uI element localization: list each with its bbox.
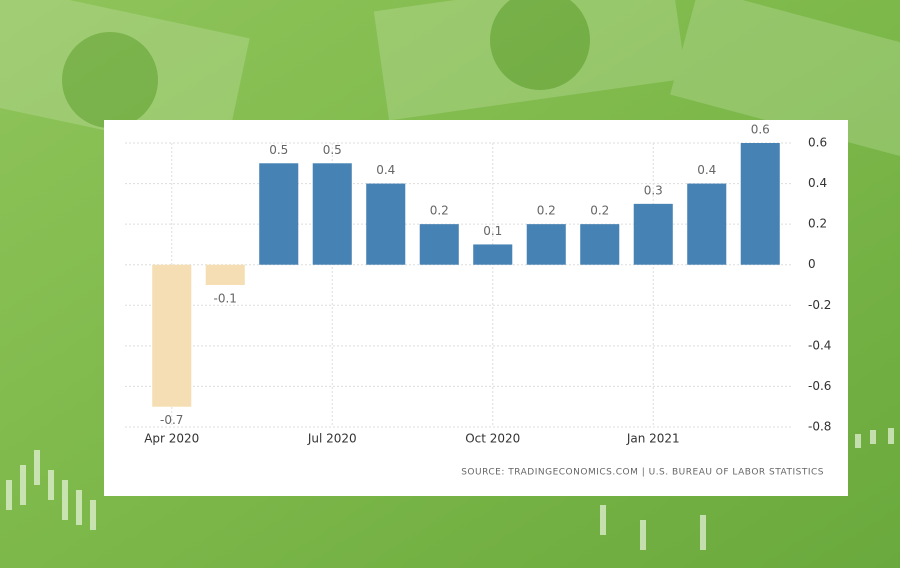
data-label: 0.2	[430, 204, 449, 218]
y-tick-label: -0.6	[808, 379, 831, 393]
y-tick-label: 0.6	[808, 136, 827, 150]
bar	[312, 163, 352, 265]
data-label: 0.5	[269, 143, 288, 157]
bar	[687, 183, 727, 265]
bar	[259, 163, 299, 265]
y-tick-label: -0.8	[808, 420, 831, 434]
y-tick-label: 0	[808, 257, 816, 271]
data-label: -0.1	[214, 292, 237, 306]
y-tick-label: -0.2	[808, 298, 831, 312]
data-label: 0.3	[644, 183, 663, 197]
background-candles	[6, 428, 894, 550]
chart-panel	[104, 120, 848, 496]
bar	[419, 224, 459, 265]
bar	[473, 244, 513, 265]
data-label: 0.2	[590, 204, 609, 218]
y-tick-label: 0.2	[808, 217, 827, 231]
x-tick-label: Oct 2020	[465, 432, 520, 446]
y-tick-label: -0.4	[808, 338, 831, 352]
data-label: 0.6	[751, 123, 770, 137]
x-tick-label: Apr 2020	[144, 432, 199, 446]
data-label: 0.1	[483, 224, 502, 238]
bar	[740, 143, 780, 265]
y-tick-label: 0.4	[808, 176, 827, 190]
source: SOURCE: TRADINGECONOMICS.COM | U.S. BURE…	[461, 468, 824, 478]
bar	[366, 183, 406, 265]
x-tick-label: Jan 2021	[626, 432, 680, 446]
x-tick-label: Jul 2020	[307, 432, 357, 446]
data-label: 0.2	[537, 204, 556, 218]
bar	[633, 203, 673, 265]
data-label: 0.4	[697, 163, 716, 177]
bar	[205, 264, 245, 285]
bar	[580, 224, 620, 265]
data-label: 0.4	[376, 163, 395, 177]
bar	[526, 224, 566, 265]
data-label: 0.5	[323, 143, 342, 157]
background-decoration	[0, 0, 900, 162]
bar	[152, 264, 192, 407]
data-label: -0.7	[160, 413, 183, 427]
